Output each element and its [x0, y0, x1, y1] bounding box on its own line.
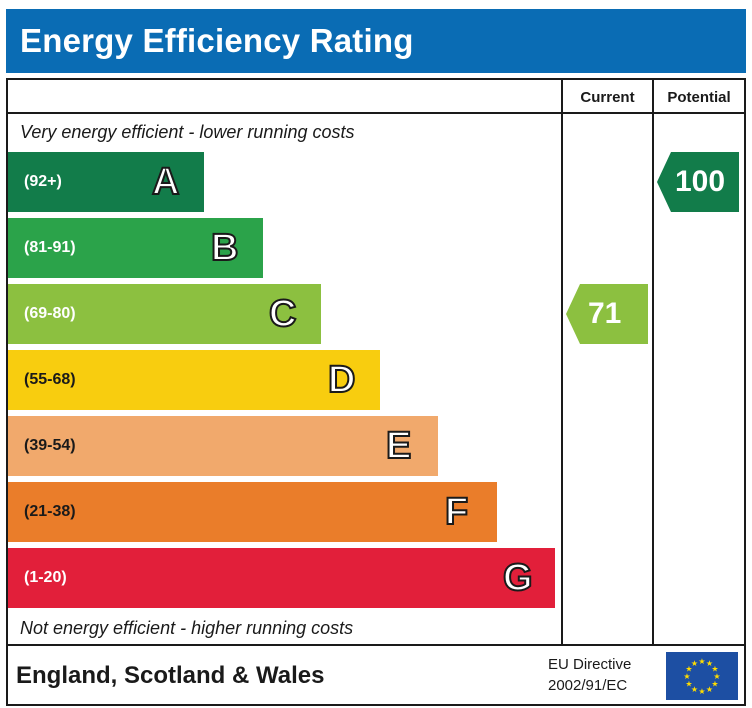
- band-letter-f: F: [444, 490, 469, 534]
- eu-star-icon: ★: [685, 680, 692, 689]
- band-range-f: (21-38): [24, 503, 76, 520]
- band-range-a: (92+): [24, 173, 62, 190]
- band-range-g: (1-20): [24, 569, 67, 586]
- footer-divider: [6, 644, 746, 646]
- band-c: (69-80) C: [8, 284, 321, 344]
- top-note: Very energy efficient - lower running co…: [20, 122, 355, 142]
- eu-flag-icon: ★ ★ ★ ★ ★ ★ ★ ★ ★ ★ ★ ★: [666, 652, 738, 700]
- bottom-note: Not energy efficient - higher running co…: [20, 618, 354, 638]
- directive-line-2: 2002/91/EC: [548, 677, 628, 694]
- band-a: (92+) A: [8, 152, 204, 212]
- band-letter-a: A: [151, 160, 180, 204]
- potential-column-divider: [652, 78, 654, 646]
- eu-flag-stars: ★ ★★★★★★★★★★★: [683, 657, 720, 696]
- directive-line-1: EU Directive: [548, 656, 632, 673]
- band-range-c: (69-80): [24, 305, 76, 322]
- band-f: (21-38) F: [8, 482, 497, 542]
- band-range-b: (81-91): [24, 239, 76, 256]
- rating-frame: [6, 78, 746, 706]
- potential-rating-arrow: 100: [657, 152, 739, 212]
- band-letter-e: E: [385, 424, 412, 468]
- eu-star-icon: ★: [698, 687, 705, 696]
- band-letter-b: B: [210, 226, 239, 270]
- current-arrow-shape: [566, 284, 648, 344]
- eu-star-icon: ★: [706, 685, 713, 694]
- potential-rating-value: 100: [675, 165, 726, 198]
- current-rating-value: 71: [588, 297, 622, 330]
- page-title: Energy Efficiency Rating: [20, 22, 414, 59]
- eu-star-icon: ★: [711, 665, 718, 674]
- eu-star-icon: ★: [713, 672, 720, 681]
- potential-column-header: Potential: [667, 89, 731, 106]
- band-letter-g: G: [502, 556, 534, 600]
- region-label: England, Scotland & Wales: [16, 662, 325, 689]
- band-d: (55-68) D: [8, 350, 380, 410]
- band-letter-c: C: [268, 292, 297, 336]
- header-bar: Energy Efficiency Rating: [6, 9, 746, 73]
- band-letter-d: D: [327, 358, 356, 402]
- header-divider: [6, 112, 746, 114]
- potential-arrow-shape: [657, 152, 739, 212]
- eu-star-icon: ★: [691, 685, 698, 694]
- eu-star-icon: ★: [711, 680, 718, 689]
- eu-star-icon: ★: [691, 659, 698, 668]
- eu-directive: EU Directive 2002/91/EC: [548, 654, 631, 696]
- current-column-divider: [561, 78, 563, 646]
- eu-star-icon: ★: [683, 672, 690, 681]
- current-column-header: Current: [580, 89, 635, 106]
- eu-star-icon: ★: [698, 657, 705, 666]
- band-range-d: (55-68): [24, 371, 76, 388]
- eu-star-icon: ★: [706, 659, 713, 668]
- band-e: (39-54) E: [8, 416, 438, 476]
- band-b: (81-91) B: [8, 218, 263, 278]
- eu-star-icon: ★: [685, 665, 692, 674]
- band-g: (1-20) G: [8, 548, 555, 608]
- band-range-e: (39-54): [24, 437, 76, 454]
- current-rating-arrow: 71: [566, 284, 648, 344]
